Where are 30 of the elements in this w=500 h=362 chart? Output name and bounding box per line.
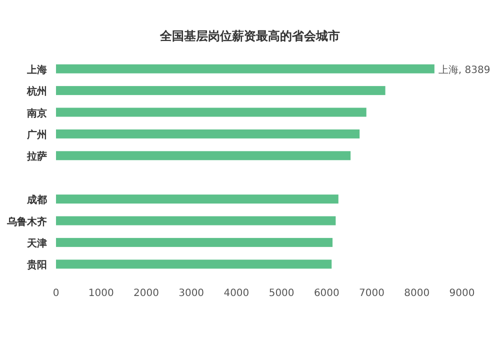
y-tick-label: 成都 (26, 194, 47, 206)
y-tick-label: 南京 (26, 107, 47, 120)
x-tick-label: 7000 (359, 288, 385, 299)
x-tick-label: 4000 (224, 288, 250, 299)
x-tick-label: 3000 (178, 288, 204, 299)
bar (56, 64, 434, 74)
bar (56, 216, 336, 226)
y-tick-label: 拉萨 (26, 150, 47, 163)
chart-title: 全国基层岗位薪资最高的省会城市 (159, 29, 340, 43)
bar (56, 194, 338, 204)
y-tick-label: 天津 (26, 237, 47, 250)
y-tick-label: 广州 (26, 128, 47, 141)
data-label: 上海, 8389 (438, 64, 490, 76)
bar (56, 108, 366, 117)
y-tick-label: 乌鲁木齐 (6, 216, 47, 228)
x-tick-label: 0 (52, 288, 60, 299)
bar (56, 86, 386, 96)
bar (56, 129, 360, 138)
x-tick-label: 8000 (404, 288, 430, 299)
x-tick-label: 9000 (449, 288, 475, 299)
x-tick-label: 2000 (133, 288, 159, 299)
y-tick-label: 杭州 (26, 86, 47, 98)
y-tick-label: 贵阳 (26, 259, 47, 272)
bar (56, 151, 351, 160)
x-tick-label: 5000 (268, 288, 294, 299)
x-tick-label: 6000 (314, 288, 340, 299)
y-tick-label: 上海 (26, 64, 47, 76)
x-tick-label: 1000 (88, 288, 114, 299)
bar (56, 260, 332, 269)
bar (56, 238, 333, 247)
